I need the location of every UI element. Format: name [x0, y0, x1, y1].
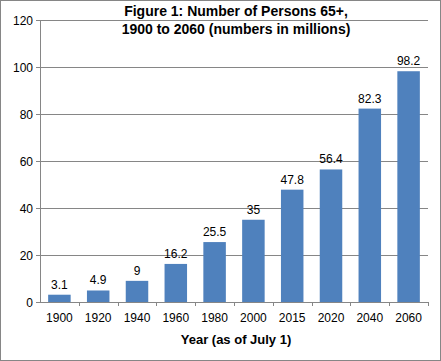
bar: [203, 242, 226, 302]
x-tick-label: 2060: [395, 311, 422, 325]
y-tick-label: 120: [13, 14, 33, 28]
data-label: 25.5: [203, 225, 227, 239]
x-tick-label: 1900: [46, 311, 73, 325]
y-tick-label: 0: [26, 296, 33, 310]
chart-frame: [1, 1, 441, 361]
bar: [48, 295, 71, 302]
x-axis-title: Year (as of July 1): [181, 332, 292, 347]
chart-root: Figure 1: Number of Persons 65+, 1900 to …: [0, 0, 441, 361]
bar: [320, 169, 343, 302]
data-label: 4.9: [90, 273, 107, 287]
data-label: 3.1: [51, 278, 68, 292]
data-label: 9: [134, 264, 141, 278]
x-axis: [40, 302, 428, 303]
y-tick: [36, 208, 40, 209]
y-tick: [36, 161, 40, 162]
y-tick: [36, 255, 40, 256]
y-axis: [40, 20, 41, 302]
data-label: 98.2: [397, 54, 421, 68]
chart-svg: Figure 1: Number of Persons 65+, 1900 to …: [0, 0, 441, 361]
x-tick-label: 1960: [162, 311, 189, 325]
bar: [397, 71, 420, 302]
x-tick-label: 1980: [201, 311, 228, 325]
y-tick-label: 80: [20, 108, 34, 122]
x-tick-label: 2000: [240, 311, 267, 325]
x-tick: [428, 302, 429, 306]
y-tick-label: 100: [13, 61, 33, 75]
data-label: 82.3: [358, 92, 382, 106]
grid-line: [40, 67, 428, 68]
data-label: 35: [247, 203, 261, 217]
y-tick-label: 60: [20, 155, 34, 169]
bars: [48, 71, 420, 302]
y-tick: [36, 67, 40, 68]
bar: [126, 281, 149, 302]
data-label: 56.4: [319, 152, 343, 166]
chart-title: Figure 1: Number of Persons 65+,: [124, 3, 348, 19]
x-tick-label: 1920: [85, 311, 112, 325]
grid-line: [40, 20, 428, 21]
y-tick-label: 40: [20, 202, 34, 216]
x-tick-label: 2015: [279, 311, 306, 325]
bar: [359, 109, 382, 302]
y-tick-label: 20: [20, 249, 34, 263]
x-tick-label: 2040: [356, 311, 383, 325]
y-tick: [36, 302, 40, 303]
bar: [281, 190, 304, 302]
data-label: 47.8: [281, 173, 305, 187]
x-tick-label: 1940: [124, 311, 151, 325]
grid-line: [40, 302, 428, 303]
bar: [87, 290, 110, 302]
y-tick: [36, 20, 40, 21]
bar: [242, 220, 265, 302]
x-tick-label: 2020: [318, 311, 345, 325]
bar: [165, 264, 188, 302]
y-tick: [36, 114, 40, 115]
chart-title: 1900 to 2060 (numbers in millions): [122, 21, 351, 37]
data-label: 16.2: [164, 247, 188, 261]
